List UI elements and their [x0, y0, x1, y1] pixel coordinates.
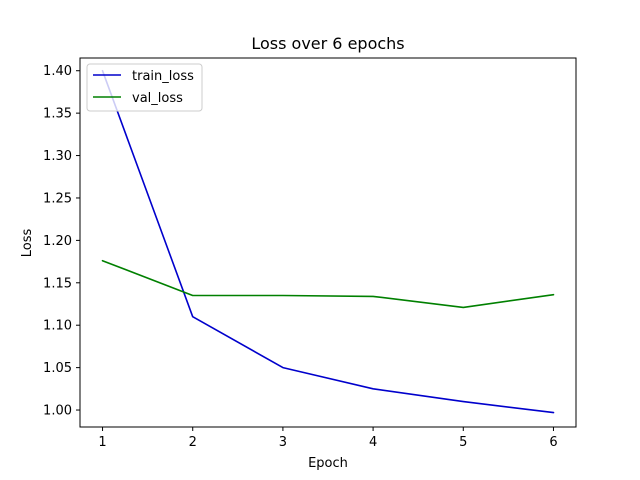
x-tick-label: 4 [369, 435, 377, 450]
y-tick-label: 1.15 [43, 276, 72, 291]
plot-marks [101, 69, 555, 414]
x-tick-label: 5 [459, 435, 467, 450]
x-axis-label: Epoch [308, 456, 348, 471]
y-tick-label: 1.00 [43, 404, 72, 419]
y-tick-label: 1.20 [43, 234, 72, 249]
legend-label-val_loss: val_loss [132, 91, 183, 106]
x-tick-label: 2 [189, 435, 197, 450]
x-tick-label: 6 [549, 435, 557, 450]
y-axis-label: Loss [20, 229, 35, 258]
x-tick-label: 1 [98, 435, 106, 450]
x-tick-label: 3 [279, 435, 287, 450]
y-tick-label: 1.10 [43, 319, 72, 334]
chart-title: Loss over 6 epochs [251, 34, 404, 53]
legend-label-train_loss: train_loss [132, 69, 194, 84]
plot-frame [79, 57, 577, 428]
series-line-train_loss [101, 69, 555, 414]
axis-ticks: 1 2 3 4 5 6 1.00 1.05 1.10 1.15 1.20 1.25 1.30 1.35 1.… [43, 64, 558, 450]
series-line-val_loss [101, 259, 555, 309]
y-tick-label: 1.35 [43, 107, 72, 122]
y-tick-label: 1.30 [43, 149, 72, 164]
y-tick-label: 1.40 [43, 64, 72, 79]
y-tick-label: 1.05 [43, 361, 72, 376]
legend: train_loss val_loss [86, 63, 203, 112]
y-tick-label: 1.25 [43, 191, 72, 206]
